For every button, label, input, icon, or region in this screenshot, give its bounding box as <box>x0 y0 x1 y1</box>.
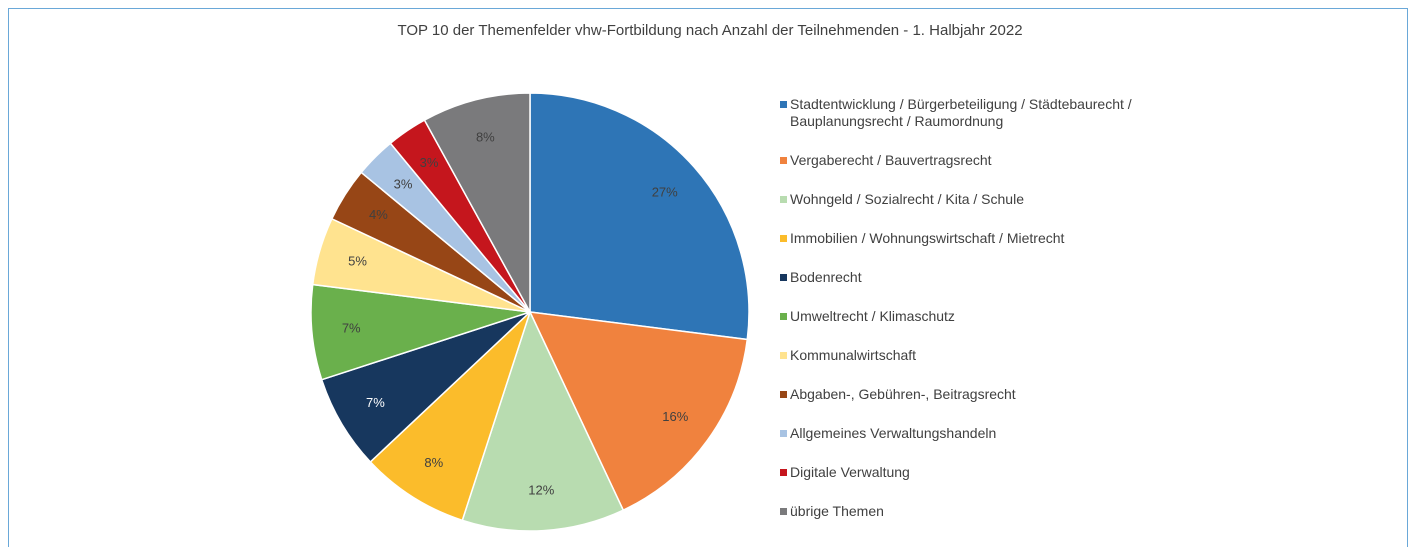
legend-swatch <box>780 196 787 203</box>
legend-label: Allgemeines Verwaltungshandeln <box>790 425 997 441</box>
legend: Stadtentwicklung / Bürgerbeteiligung / S… <box>780 96 1150 542</box>
legend-label: Kommunalwirtschaft <box>790 347 917 363</box>
legend-item: Allgemeines Verwaltungshandeln <box>780 425 1150 442</box>
legend-swatch <box>780 430 787 437</box>
legend-swatch <box>780 101 787 108</box>
data-label: 8% <box>424 455 443 470</box>
data-label: 16% <box>662 409 688 424</box>
data-label: 7% <box>342 320 361 335</box>
legend-swatch <box>780 352 787 359</box>
legend-item: Immobilien / Wohnungswirtschaft / Mietre… <box>780 230 1150 247</box>
data-label: 12% <box>528 483 554 498</box>
legend-swatch <box>780 313 787 320</box>
legend-label: übrige Themen <box>790 503 884 519</box>
data-label: 3% <box>420 155 439 170</box>
legend-label: Vergaberecht / Bauvertragsrecht <box>790 152 992 168</box>
legend-item: Vergaberecht / Bauvertragsrecht <box>780 152 1150 169</box>
pie-slice <box>528 311 749 512</box>
pie-slice <box>461 309 625 532</box>
data-label: 3% <box>394 176 413 191</box>
legend-swatch <box>780 274 787 281</box>
chart-title: TOP 10 der Themenfelder vhw-Fortbildung … <box>397 22 1022 39</box>
legend-label: Immobilien / Wohnungswirtschaft / Mietre… <box>790 230 1065 246</box>
data-label: 5% <box>348 253 367 268</box>
legend-item: Bodenrecht <box>780 269 1150 286</box>
legend-swatch <box>780 235 787 242</box>
legend-item: Umweltrecht / Klimaschutz <box>780 308 1150 325</box>
legend-swatch <box>780 469 787 476</box>
legend-label: Umweltrecht / Klimaschutz <box>790 308 955 324</box>
legend-label: Stadtentwicklung / Bürgerbeteiligung / S… <box>790 96 1132 129</box>
legend-item: übrige Themen <box>780 503 1150 520</box>
legend-item: Stadtentwicklung / Bürgerbeteiligung / S… <box>780 96 1150 130</box>
pie-slice <box>529 92 750 341</box>
chart-frame <box>8 8 1408 547</box>
legend-swatch <box>780 157 787 164</box>
data-label: 7% <box>366 395 385 410</box>
legend-item: Abgaben-, Gebühren-, Beitragsrecht <box>780 386 1150 403</box>
data-label: 8% <box>476 129 495 144</box>
legend-swatch <box>780 391 787 398</box>
legend-item: Kommunalwirtschaft <box>780 347 1150 364</box>
data-label: 4% <box>369 207 388 222</box>
pie-slice <box>369 311 531 522</box>
legend-label: Abgaben-, Gebühren-, Beitragsrecht <box>790 386 1016 402</box>
legend-item: Digitale Verwaltung <box>780 464 1150 481</box>
legend-label: Digitale Verwaltung <box>790 464 910 480</box>
data-label: 27% <box>652 185 678 200</box>
legend-swatch <box>780 508 787 515</box>
legend-label: Wohngeld / Sozialrecht / Kita / Schule <box>790 191 1024 207</box>
legend-label: Bodenrecht <box>790 269 862 285</box>
legend-item: Wohngeld / Sozialrecht / Kita / Schule <box>780 191 1150 208</box>
pie-slice <box>423 92 531 313</box>
